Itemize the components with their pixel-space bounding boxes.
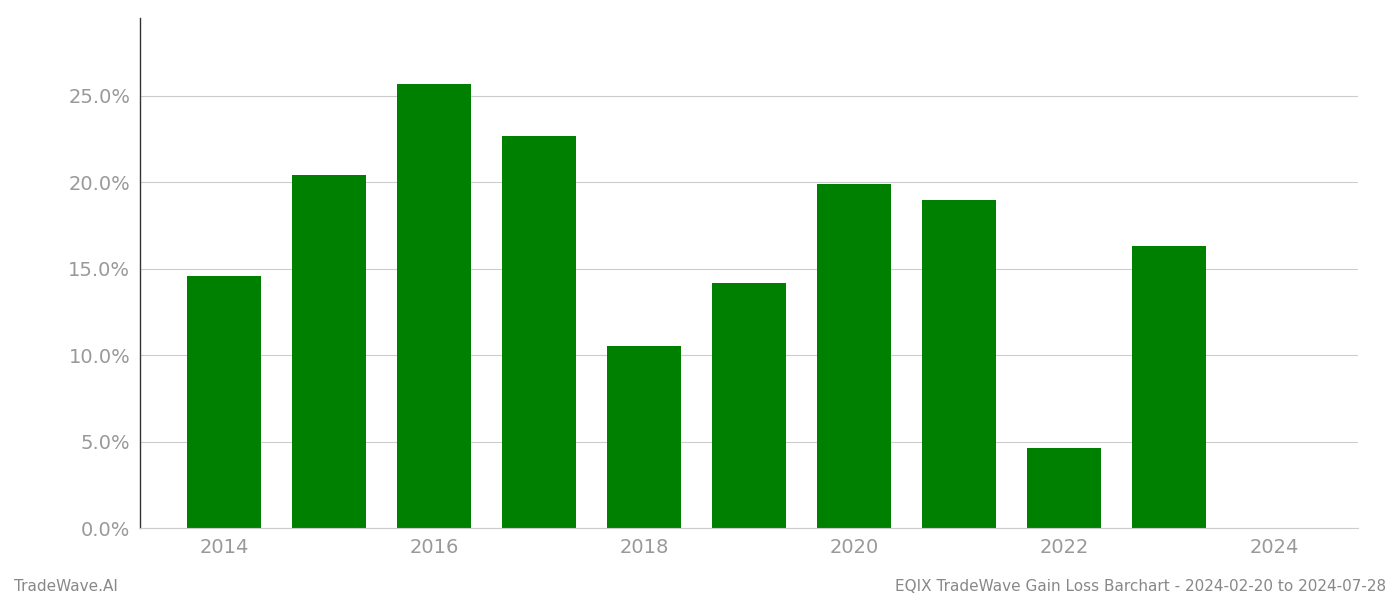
Bar (188, 275, 260, 528)
Bar (713, 283, 785, 528)
Bar (1133, 246, 1205, 528)
Bar (923, 200, 995, 528)
Bar (293, 175, 365, 528)
Bar (398, 83, 470, 528)
Bar (503, 136, 575, 528)
Text: TradeWave.AI: TradeWave.AI (14, 579, 118, 594)
Bar (608, 346, 680, 528)
Bar (1028, 448, 1100, 528)
Bar (818, 184, 890, 528)
Text: EQIX TradeWave Gain Loss Barchart - 2024-02-20 to 2024-07-28: EQIX TradeWave Gain Loss Barchart - 2024… (895, 579, 1386, 594)
